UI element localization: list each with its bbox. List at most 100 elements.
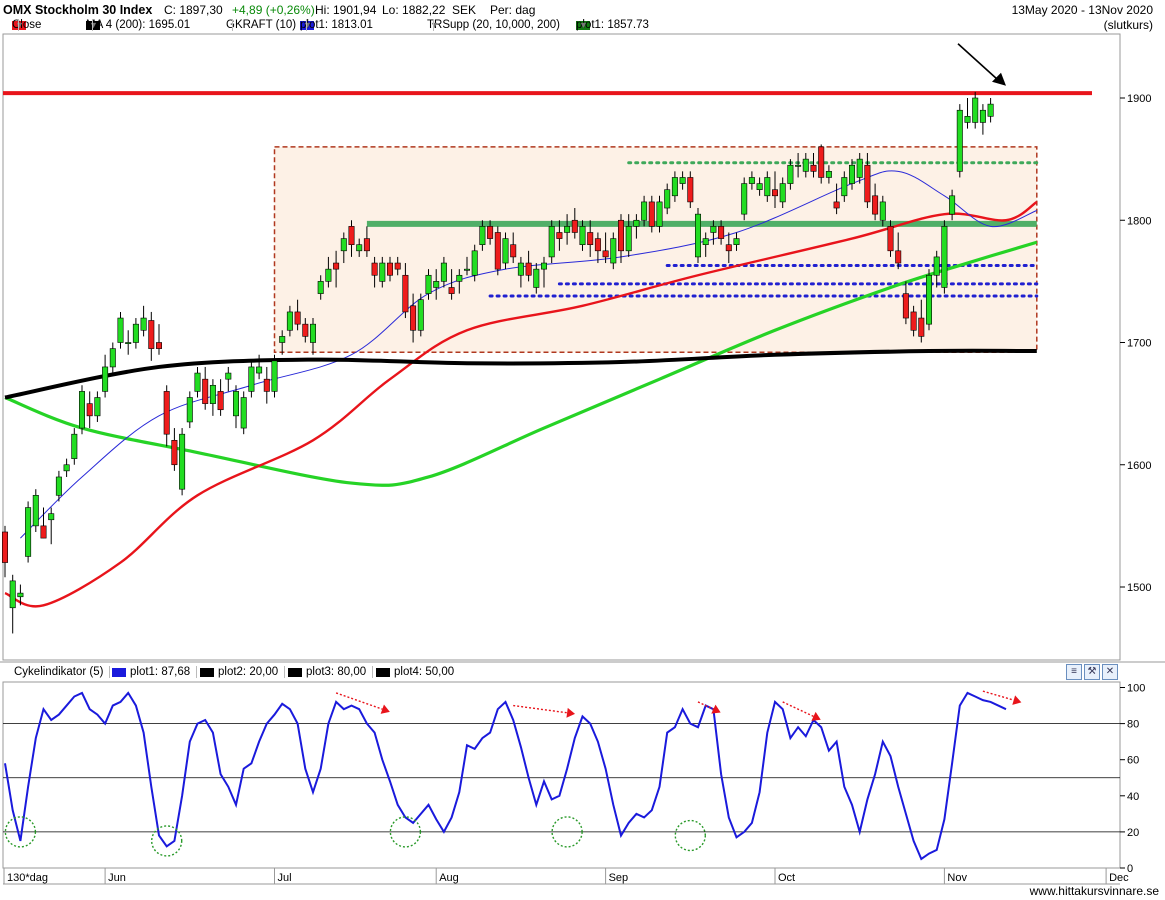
period-label: Per: dag: [490, 3, 536, 17]
legend-swatch: [300, 20, 314, 30]
candle-body: [55, 476, 62, 496]
dropdown-arrow-icon[interactable]: ▼: [15, 20, 24, 30]
candle-body: [48, 513, 55, 521]
legend-label: plot2: 20,00: [218, 666, 279, 678]
candle-body: [279, 336, 286, 343]
candle-body: [756, 183, 763, 190]
candle-body: [140, 317, 147, 331]
price-panel: 1500 1600 1700 1800 1900: [0, 33, 1165, 663]
y-tick-label: 1900: [1127, 93, 1151, 105]
y-tick-label: 1800: [1127, 215, 1151, 227]
dropdown-arrow-icon[interactable]: ▼: [303, 20, 312, 30]
candle-body: [348, 226, 355, 246]
legend-label: plot1: 1813.01: [300, 19, 373, 31]
cycle-bottom-circle: [4, 816, 37, 848]
candle-body: [340, 238, 347, 252]
candle-body: [525, 262, 532, 276]
cycle-top-arrow-head: [380, 704, 390, 714]
candle-body: [117, 317, 124, 343]
legend-swatch: [86, 20, 100, 30]
dropdown-arrow-icon[interactable]: ▼: [579, 20, 588, 30]
candle-body: [63, 464, 70, 472]
candle-body: [718, 226, 725, 239]
cycle-bottom-circle: [150, 825, 183, 857]
legend-swatch: [112, 667, 126, 677]
candle-body: [271, 360, 278, 392]
candle-body: [487, 226, 494, 239]
candle-body: [79, 391, 86, 429]
legend-swatch: [200, 667, 214, 677]
candle-body: [933, 256, 940, 276]
candle-body: [833, 201, 840, 209]
candle-body: [379, 262, 386, 282]
list-icon[interactable]: ≡: [1066, 664, 1082, 680]
candle-body: [433, 281, 440, 288]
dropdown-arrow-icon[interactable]: ▼: [89, 20, 98, 30]
y-tick-label: 40: [1127, 791, 1139, 803]
candle-body: [671, 177, 678, 197]
candle-body: [925, 274, 932, 325]
candle-body: [733, 238, 740, 245]
candle-body: [233, 391, 240, 417]
candle-body: [363, 238, 370, 252]
candle-body: [949, 195, 956, 215]
candle-body: [795, 164, 802, 167]
candle-body: [40, 525, 47, 539]
candle-body: [787, 164, 794, 184]
cycle-top-arrow-head: [811, 711, 821, 721]
cycle-top-arrow-shaft: [335, 692, 383, 710]
candle-body: [594, 238, 601, 252]
candle-body: [194, 372, 201, 392]
candle-body: [132, 323, 139, 343]
cycle-top-arrow-head: [566, 707, 576, 718]
candle-body: [163, 391, 170, 435]
indicator-legend-plot1[interactable]: plot1: 87,68: [112, 665, 198, 679]
candle-body: [887, 226, 894, 252]
legend-label: TRSupp (20, 10,000, 200): [427, 19, 560, 31]
y-tick-label: 60: [1127, 755, 1139, 767]
indicator-legend-plot4[interactable]: plot4: 50,00: [376, 665, 454, 679]
y-tick-label: 20: [1127, 827, 1139, 839]
legend-label: Close: [12, 19, 42, 31]
candle-body: [956, 109, 963, 172]
indicator-header: Cykelindikator (5) plot1: 87,68 plot2: 2…: [0, 664, 1120, 680]
candle-body: [71, 433, 78, 459]
candle-body: [702, 238, 709, 245]
candle-body: [248, 366, 255, 392]
candle-body: [17, 592, 24, 598]
legend-swatch: [288, 667, 302, 677]
candle-body: [540, 262, 547, 270]
candle-body: [179, 433, 186, 490]
indicator-legend-plot3[interactable]: plot3: 80,00: [288, 665, 374, 679]
candle-body: [394, 262, 401, 270]
ma200-line: [4, 348, 1037, 400]
candle-body: [841, 177, 848, 197]
candle-body: [825, 171, 832, 178]
candle-body: [987, 103, 994, 117]
close-value: C: 1897,30: [164, 3, 223, 17]
candle-body: [802, 158, 809, 172]
x-tick-label: Jul: [278, 872, 292, 884]
candle-body: [964, 116, 971, 123]
candle-body: [972, 97, 979, 123]
candle-body: [879, 201, 886, 221]
candle-body: [502, 238, 509, 264]
close-icon[interactable]: ✕: [1102, 664, 1118, 680]
candle-body: [494, 232, 501, 270]
candle-body: [186, 397, 193, 423]
candle-body: [240, 397, 247, 429]
change-value: +4,89 (+0,26%): [232, 3, 315, 17]
dropdown-arrow-icon[interactable]: ▼: [430, 20, 439, 30]
wrench-icon[interactable]: ⚒: [1084, 664, 1100, 680]
candle-body: [710, 226, 717, 233]
indicator-legend-plot2[interactable]: plot2: 20,00: [200, 665, 286, 679]
legend-label: plot3: 80,00: [306, 666, 367, 678]
candle-body: [425, 274, 432, 294]
candle-body: [109, 348, 116, 368]
legend-label: GKRAFT (10): [226, 19, 297, 31]
cycle-top-arrow-shaft: [513, 704, 568, 714]
candle-body: [979, 109, 986, 123]
legend-label: plot1: 87,68: [130, 666, 191, 678]
ma-red-line: [4, 200, 1038, 608]
candle-body: [771, 189, 778, 197]
